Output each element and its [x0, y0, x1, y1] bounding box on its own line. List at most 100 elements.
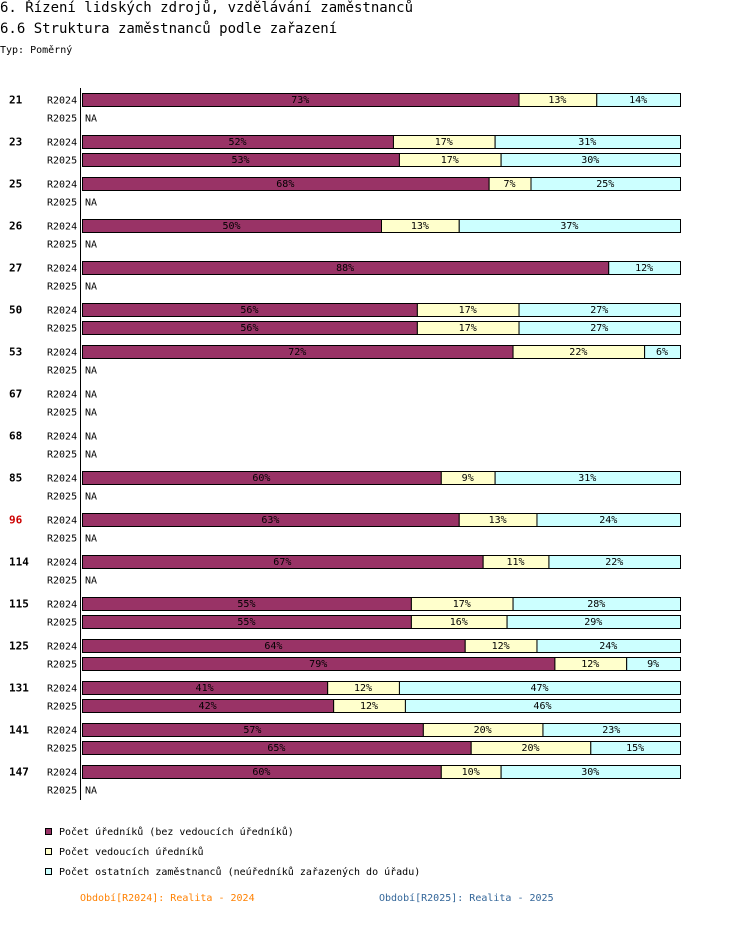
data-label: 30% [581, 155, 599, 166]
period-label: R2025 [47, 114, 77, 125]
bar-segment [536, 639, 681, 653]
data-label: 31% [578, 137, 596, 148]
data-label: 79% [309, 659, 327, 670]
period-footnote: Období[R2025]: Realita - 2025 [379, 892, 554, 904]
data-label: 29% [584, 617, 602, 628]
data-label: 46% [533, 701, 551, 712]
data-label: 12% [492, 641, 510, 652]
bar-segment [512, 597, 681, 611]
data-label: 60% [252, 767, 270, 778]
period-label: R2024 [47, 600, 77, 611]
data-label: 65% [267, 743, 285, 754]
data-label: 24% [599, 641, 617, 652]
bar-segment [530, 177, 681, 191]
data-label: 64% [264, 641, 282, 652]
period-label: R2025 [47, 702, 77, 713]
period-label: R2024 [47, 96, 77, 107]
bar-segment [506, 615, 681, 629]
period-label: R2025 [47, 534, 77, 545]
data-label: 9% [462, 473, 474, 484]
period-label: R2024 [47, 264, 77, 275]
na-label: NA [85, 114, 97, 125]
period-label: R2024 [47, 306, 77, 317]
data-label: 50% [222, 221, 240, 232]
period-label: R2025 [47, 240, 77, 251]
period-label: R2025 [47, 156, 77, 167]
bar-segment [608, 261, 681, 275]
data-label: 56% [240, 323, 258, 334]
bar-segment [500, 765, 681, 779]
period-label: R2025 [47, 786, 77, 797]
period-label: R2024 [47, 180, 77, 191]
data-label: 9% [647, 659, 659, 670]
na-label: NA [85, 534, 97, 545]
data-label: 37% [560, 221, 578, 232]
na-label: NA [85, 432, 97, 443]
bar-segment [542, 723, 682, 737]
data-label: 42% [199, 701, 217, 712]
na-label: NA [85, 576, 97, 587]
period-footnote: Období[R2024]: Realita - 2024 [80, 892, 255, 904]
period-label: R2025 [47, 492, 77, 503]
group-id-label: 96 [9, 514, 23, 527]
data-label: 41% [196, 683, 214, 694]
period-label: R2024 [47, 222, 77, 233]
data-label: 52% [228, 137, 246, 148]
data-label: 14% [629, 95, 647, 106]
legend-swatch [45, 828, 52, 835]
data-label: 57% [243, 725, 261, 736]
legend-label: Počet vedoucích úředníků [59, 846, 204, 858]
data-label: 17% [459, 305, 477, 316]
data-label: 6% [656, 347, 668, 358]
legend-label: Počet úředníků (bez vedoucích úředníků) [59, 826, 294, 838]
group-id-label: 114 [9, 556, 29, 569]
period-label: R2025 [47, 282, 77, 293]
bar-segment [626, 657, 681, 671]
period-label: R2025 [47, 450, 77, 461]
data-label: 7% [504, 179, 516, 190]
bar-segment [518, 321, 681, 335]
group-id-label: 27 [9, 262, 22, 275]
chart-type-label: Typ: Poměrný [0, 45, 73, 56]
na-label: NA [85, 492, 97, 503]
bar-segment [458, 219, 681, 233]
group-id-label: 115 [9, 598, 29, 611]
group-id-label: 23 [9, 136, 22, 149]
data-label: 63% [261, 515, 279, 526]
na-label: NA [85, 450, 97, 461]
bar-segment [398, 681, 681, 695]
data-label: 23% [602, 725, 620, 736]
data-label: 55% [237, 599, 255, 610]
legend-label: Počet ostatních zaměstnanců (neúředníků … [59, 866, 420, 878]
group-id-label: 25 [9, 178, 22, 191]
bar-segment [644, 345, 681, 359]
data-label: 55% [237, 617, 255, 628]
bar-segment [548, 555, 681, 569]
data-label: 12% [635, 263, 653, 274]
period-label: R2024 [47, 516, 77, 527]
group-id-label: 147 [9, 766, 29, 779]
data-label: 60% [252, 473, 270, 484]
group-id-label: 50 [9, 304, 22, 317]
page-title: 6. Řízení lidských zdrojů, vzdělávání za… [0, 0, 414, 16]
data-label: 17% [459, 323, 477, 334]
group-id-label: 125 [9, 640, 29, 653]
data-label: 27% [590, 305, 608, 316]
bar-segment [494, 471, 681, 485]
data-label: 24% [599, 515, 617, 526]
data-label: 17% [435, 137, 453, 148]
data-label: 10% [462, 767, 480, 778]
period-label: R2025 [47, 744, 77, 755]
data-label: 72% [288, 347, 306, 358]
data-label: 12% [354, 683, 372, 694]
data-label: 13% [489, 515, 507, 526]
data-label: 73% [291, 95, 309, 106]
period-label: R2025 [47, 576, 77, 587]
period-label: R2024 [47, 558, 77, 569]
data-label: 17% [453, 599, 471, 610]
period-label: R2025 [47, 198, 77, 209]
group-id-label: 85 [9, 472, 22, 485]
legend-swatch [45, 848, 52, 855]
data-label: 17% [441, 155, 459, 166]
